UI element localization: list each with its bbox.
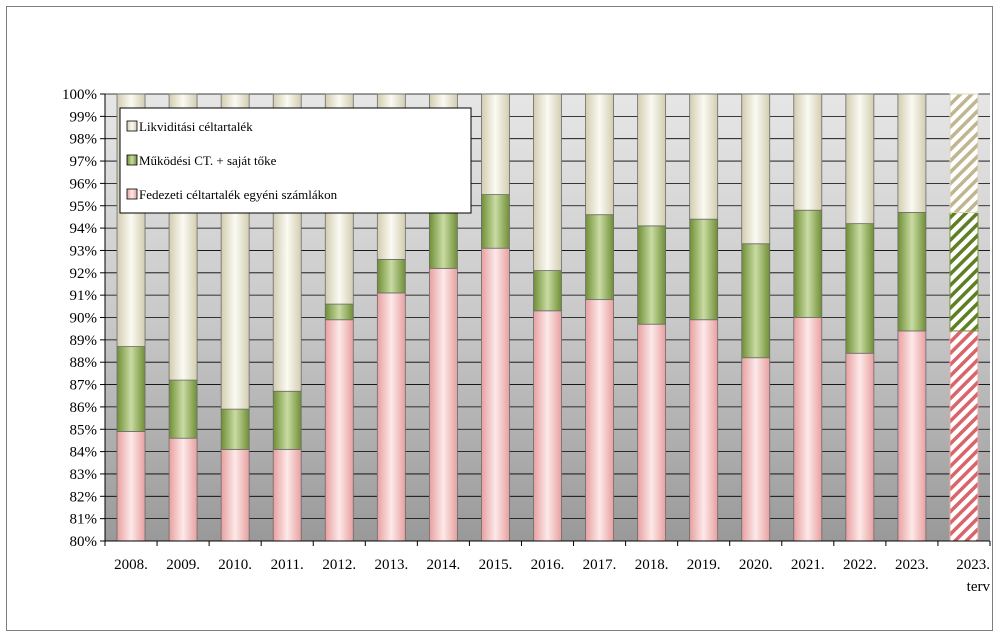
bar-segment-mukodesi <box>585 214 614 301</box>
bar-segment-fedezeti <box>533 310 562 542</box>
legend-label-fedezeti: Fedezeti céltartalék egyéni számlákon <box>139 187 338 202</box>
legend-swatch-fedezeti <box>126 188 138 200</box>
legend-label-likviditasi: Likviditási céltartalék <box>139 119 253 134</box>
y-tick-label: 95% <box>70 199 98 215</box>
bars <box>116 93 979 542</box>
x-tick-label: 2019. <box>687 557 721 573</box>
x-tick-label: 2018. <box>635 557 669 573</box>
bar-segment-fedezeti <box>324 319 354 542</box>
bar-segment-likviditasi <box>481 93 510 195</box>
bar-segment-fedezeti <box>949 330 979 542</box>
y-tick-label: 88% <box>70 355 98 371</box>
bar-segment-mukodesi <box>376 258 406 294</box>
x-tick-label: 2014. <box>427 557 461 573</box>
bar-segment-fedezeti <box>689 319 719 542</box>
y-tick-label: 98% <box>70 132 98 148</box>
x-tick-label: 2017. <box>583 557 617 573</box>
bar-segment-fedezeti <box>376 292 406 542</box>
bar-segment-likviditasi <box>585 93 614 216</box>
bar-segment-mukodesi <box>689 218 719 321</box>
bar-segment-fedezeti <box>428 267 458 542</box>
bar-segment-fedezeti <box>793 317 823 542</box>
bar-segment-mukodesi <box>272 390 302 450</box>
bar-segment-mukodesi <box>845 223 875 354</box>
bar-segment-fedezeti <box>168 437 198 542</box>
bar-segment-mukodesi <box>324 303 354 321</box>
bar-segment-mukodesi <box>481 194 510 249</box>
y-tick-label: 85% <box>70 422 98 438</box>
bar-segment-fedezeti <box>481 247 510 542</box>
x-tick-label: 2008. <box>114 557 148 573</box>
bar-segment-mukodesi <box>897 212 927 332</box>
y-tick-label: 86% <box>70 400 98 416</box>
y-tick-labels: 80% 81% 82% 83% 84% 85% 86% 87% 88% 89% 90% 91% 92% 9… <box>62 87 97 550</box>
x-tick-label: 2020. <box>739 557 773 573</box>
y-tick-label: 87% <box>70 378 98 394</box>
bar-segment-mukodesi <box>220 408 250 450</box>
y-tick-label: 82% <box>70 489 98 505</box>
y-tick-label: 81% <box>70 512 98 528</box>
bar-segment-fedezeti <box>272 448 302 542</box>
bar-segment-fedezeti <box>116 431 146 542</box>
bar-segment-mukodesi <box>428 212 458 269</box>
y-tick-label: 99% <box>70 109 98 125</box>
x-tick-label: 2021. <box>791 557 825 573</box>
x-tick-label: 2016. <box>531 557 565 573</box>
bar-segment-mukodesi <box>741 243 771 359</box>
legend-label-mukodesi: Működési CT. + saját tőke <box>139 153 277 168</box>
x-tick-label: 2023. <box>956 557 990 573</box>
bar-segment-mukodesi <box>793 209 823 318</box>
bar-segment-fedezeti <box>220 448 250 542</box>
y-tick-label: 84% <box>70 445 98 461</box>
x-tick-label: terv <box>967 579 991 595</box>
y-tick-label: 94% <box>70 221 98 237</box>
bar-segment-likviditasi <box>845 93 875 225</box>
legend-swatch-mukodesi <box>126 154 138 166</box>
x-tick-label: 2011. <box>271 557 304 573</box>
bar-segment-likviditasi <box>793 93 823 211</box>
bar-segment-likviditasi <box>949 93 979 213</box>
y-tick-label: 96% <box>70 176 98 192</box>
bar-segment-likviditasi <box>533 93 562 271</box>
y-tick-label: 100% <box>62 87 97 103</box>
bar-segment-mukodesi <box>949 211 979 332</box>
bar-segment-likviditasi <box>741 93 771 245</box>
x-tick-label: 2009. <box>166 557 200 573</box>
y-tick-label: 97% <box>70 154 98 170</box>
bar-segment-fedezeti <box>897 330 927 542</box>
x-tick-label: 2013. <box>374 557 408 573</box>
bar-segment-likviditasi <box>689 93 719 220</box>
y-tick-label: 91% <box>70 288 98 304</box>
y-tick-label: 83% <box>70 467 98 483</box>
x-tick-label: 2012. <box>322 557 356 573</box>
bar-segment-mukodesi <box>168 379 198 439</box>
bar-segment-fedezeti <box>585 299 614 542</box>
x-tick-label: 2010. <box>218 557 252 573</box>
bar-segment-mukodesi <box>533 270 562 312</box>
axes <box>100 93 991 546</box>
bar-segment-fedezeti <box>741 357 771 542</box>
x-tick-label: 2022. <box>843 557 877 573</box>
bar-segment-mukodesi <box>637 225 667 325</box>
bar-segment-fedezeti <box>637 323 667 542</box>
y-tick-label: 80% <box>70 534 98 550</box>
bar-segment-fedezeti <box>845 352 875 542</box>
y-tick-label: 92% <box>70 266 98 282</box>
legend-swatch-likviditasi <box>126 120 138 132</box>
y-tick-label: 90% <box>70 311 98 327</box>
y-tick-label: 89% <box>70 333 98 349</box>
x-tick-label: 2015. <box>479 557 513 573</box>
x-tick-labels: 2008. 2009. 2010. 2011. 2012. 2013. 2014. 2015.… <box>114 557 990 595</box>
bar-segment-likviditasi <box>897 93 927 213</box>
bar-segment-likviditasi <box>637 93 667 227</box>
x-tick-label: 2023. <box>895 557 929 573</box>
legend-box <box>119 107 472 214</box>
legend: Likviditási céltartalék Működési CT. + s… <box>119 107 472 214</box>
bar-segment-mukodesi <box>116 346 146 432</box>
y-tick-label: 93% <box>70 243 98 259</box>
